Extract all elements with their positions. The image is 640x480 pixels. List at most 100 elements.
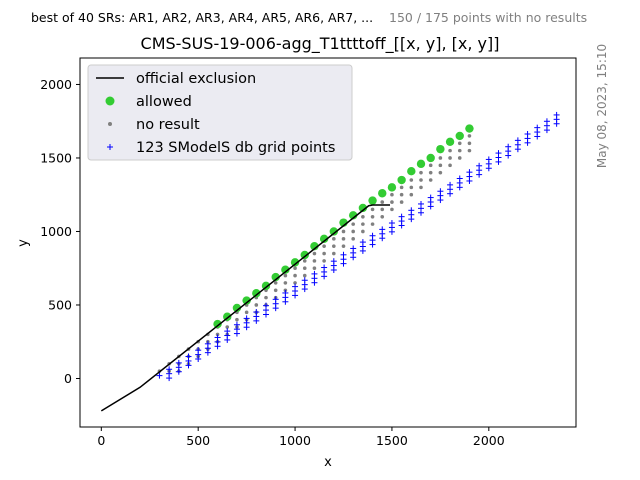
no-result-point (332, 237, 336, 241)
grid-point (330, 258, 337, 265)
no-result-point (438, 170, 443, 175)
no-result-point (312, 251, 317, 256)
no-result-point (302, 266, 307, 271)
grid-point (524, 131, 531, 138)
no-result-point (380, 207, 385, 212)
allowed-point (407, 166, 416, 176)
no-result-point (467, 141, 472, 146)
no-result-point (419, 185, 423, 190)
no-result-point (273, 288, 278, 293)
no-result-point (351, 229, 355, 234)
allowed-point (261, 281, 271, 291)
allowed-point (319, 234, 329, 244)
grid-point (359, 239, 366, 246)
y-tick-label: 1000 (40, 224, 72, 239)
grid-point (514, 137, 521, 144)
grid-point (175, 359, 182, 366)
allowed-point (416, 159, 426, 169)
legend-label: 123 SModelS db grid points (136, 140, 335, 156)
allowed-point (445, 137, 455, 146)
grid-point (224, 328, 231, 335)
no-result-point (322, 251, 326, 256)
no-result-point (273, 281, 278, 285)
legend-box (87, 64, 353, 161)
no-result-point (390, 207, 394, 212)
grid-point (456, 175, 463, 182)
allowed-point (465, 124, 474, 133)
no-result-point (399, 192, 404, 197)
no-result-point (293, 273, 297, 278)
grid-point (534, 124, 541, 131)
no-result-point (467, 148, 472, 153)
grid-point (253, 309, 260, 316)
no-result-point (448, 148, 452, 153)
no-result-point (351, 237, 355, 241)
allowed-point (329, 227, 339, 236)
allowed-point (426, 153, 435, 163)
grid-point (185, 353, 192, 360)
y-tick-label: 1500 (40, 150, 72, 165)
no-result-point (341, 237, 346, 241)
grid-point (166, 366, 173, 373)
no-result-point (419, 178, 423, 182)
grid-point (340, 251, 347, 258)
no-result-point (351, 222, 355, 226)
no-result-point (235, 317, 239, 322)
grid-point (272, 296, 279, 303)
grid-point (301, 277, 308, 284)
grid-point (505, 143, 512, 150)
legend-allowed-marker (105, 96, 115, 106)
x-axis-label: x (324, 455, 332, 470)
no-result-point (361, 222, 365, 226)
points-note: 150 / 175 points with no results (389, 10, 588, 25)
allowed-point (252, 289, 261, 298)
grid-point (476, 162, 483, 169)
no-result-point (302, 273, 307, 278)
allowed-point (378, 189, 387, 198)
grid-point (398, 213, 405, 220)
x-tick-label: 0 (97, 433, 105, 448)
no-result-point (341, 244, 346, 248)
no-result-point (370, 214, 375, 219)
allowed-point (290, 258, 300, 267)
allowed-point (397, 175, 406, 185)
grid-point (195, 347, 202, 354)
no-result-point (332, 251, 336, 256)
legend-grid-point-marker (107, 144, 113, 150)
allowed-point (436, 144, 445, 154)
legend-label: no result (136, 117, 200, 133)
allowed-point (348, 211, 358, 220)
grid-point (214, 334, 221, 341)
no-result-point (361, 214, 365, 219)
y-tick-label: 2000 (40, 77, 72, 92)
no-result-point (312, 259, 317, 263)
grid-point (437, 188, 444, 195)
grid-point (543, 118, 550, 125)
no-result-point (457, 156, 462, 160)
no-result-point (467, 134, 472, 138)
no-result-point (254, 303, 259, 307)
grid-point (408, 207, 415, 214)
no-result-point (438, 156, 443, 160)
no-result-point (283, 273, 288, 278)
x-tick-label: 500 (186, 433, 210, 448)
grid-point (388, 220, 395, 227)
no-result-point (370, 222, 375, 226)
grid-point (379, 226, 386, 233)
no-result-point (370, 207, 375, 212)
no-result-point (312, 266, 317, 271)
allowed-point (387, 183, 397, 192)
grid-point (350, 245, 357, 252)
no-result-point (457, 148, 462, 153)
no-result-point (244, 310, 249, 315)
allowed-point (232, 303, 242, 313)
no-result-point (448, 156, 452, 160)
allowed-point (358, 203, 368, 213)
grid-point (263, 302, 269, 309)
y-tick-label: 0 (64, 371, 72, 386)
grid-point (292, 283, 299, 290)
allowed-point (271, 272, 280, 282)
no-result-point (390, 200, 394, 204)
allowed-point (281, 265, 290, 274)
